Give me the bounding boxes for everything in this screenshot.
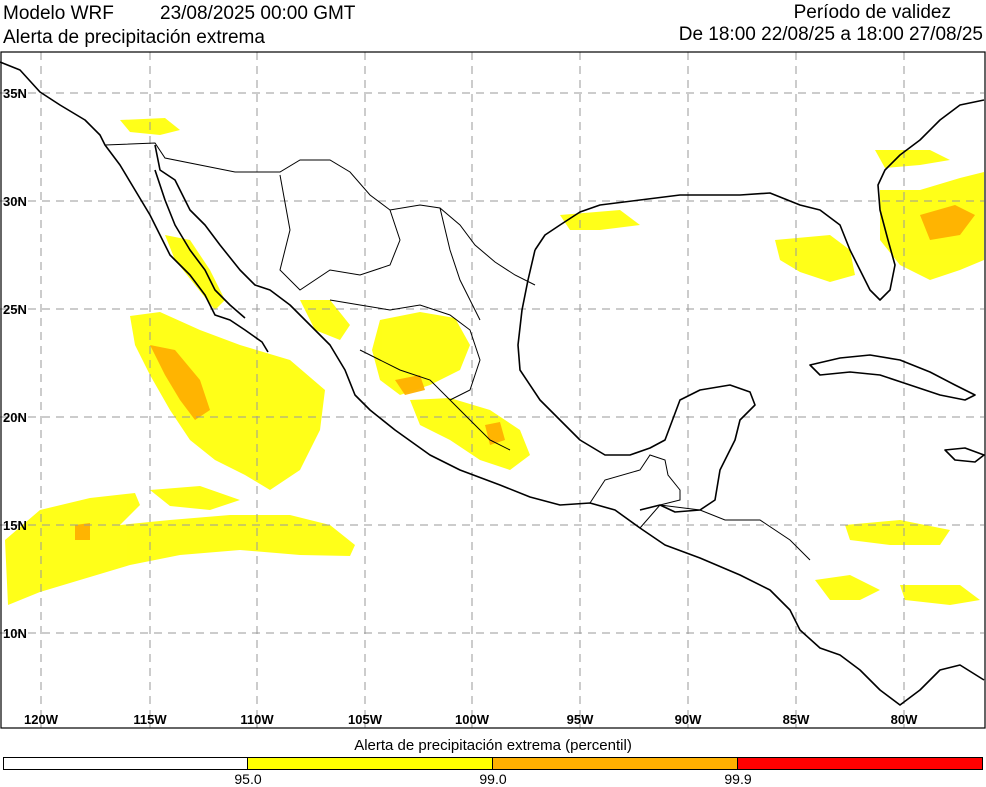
alert-area-gulf-west xyxy=(560,210,640,230)
alert-area-baja xyxy=(165,235,225,310)
alert-area-pacific-north xyxy=(130,312,325,490)
alert-areas xyxy=(5,118,984,605)
lat-label: 20N xyxy=(3,410,27,425)
alert-area-georgia xyxy=(875,150,950,168)
borders xyxy=(104,142,811,561)
coast-gulf-of-california xyxy=(154,144,985,706)
alert-area-pacific-south-core xyxy=(75,523,90,540)
alert-area-sinaloa xyxy=(300,300,350,340)
border-us-mexico xyxy=(104,142,536,286)
lon-label: 85W xyxy=(783,712,810,727)
coast-cuba xyxy=(809,354,976,401)
lat-label: 30N xyxy=(3,194,27,209)
legend-swatch-above-999 xyxy=(737,757,983,770)
lon-label: 105W xyxy=(348,712,383,727)
coast-us-gulf xyxy=(534,99,985,301)
coast-pacific-west xyxy=(0,61,269,353)
alert-area-pacific-north-core xyxy=(150,345,210,420)
graticule xyxy=(0,52,984,728)
lon-label: 95W xyxy=(567,712,594,727)
run-time: 23/08/2025 00:00 GMT xyxy=(160,3,356,24)
longitude-labels: 120W 115W 110W 105W 100W 95W 90W 85W 80W xyxy=(24,712,918,727)
alert-area-gulf-north xyxy=(775,235,855,282)
coast-baja-east xyxy=(154,169,246,319)
lon-label: 80W xyxy=(891,712,918,727)
latitude-labels: 35N 30N 25N 20N 15N 10N xyxy=(3,86,27,641)
alert-area-jalisco-core xyxy=(395,375,425,395)
lat-label: 15N xyxy=(3,518,27,533)
border-mexico-states-4 xyxy=(439,207,481,321)
map-frame xyxy=(0,51,986,729)
alert-area-sw-caribbean xyxy=(900,585,980,605)
alert-area-south-mexico xyxy=(410,398,530,470)
border-mexico-states-1 xyxy=(279,174,401,291)
legend-swatch-below-95 xyxy=(3,757,248,770)
product-title: Alerta de precipitación extrema xyxy=(3,27,265,48)
alert-area-pacific-south xyxy=(5,493,355,605)
lat-label: 25N xyxy=(3,302,27,317)
border-guatemala xyxy=(589,454,681,506)
legend-tick-label: 99.9 xyxy=(724,771,752,787)
legend-swatch-95-99 xyxy=(247,757,493,770)
alert-area-florida-core xyxy=(920,205,975,240)
legend-swatch-99-999 xyxy=(492,757,738,770)
border-mexico-states-2 xyxy=(329,299,481,401)
coast-hispaniola xyxy=(944,447,985,463)
validity-range: De 18:00 22/08/25 a 18:00 27/08/25 xyxy=(678,24,983,45)
lon-label: 120W xyxy=(24,712,59,727)
coast-gulf-mexico-west xyxy=(517,249,756,513)
alert-area-caribbean xyxy=(845,520,950,545)
model-name: Modelo WRF xyxy=(3,3,114,24)
lon-label: 115W xyxy=(133,712,167,727)
coastlines xyxy=(0,61,985,706)
border-mexico-states-3 xyxy=(359,349,511,451)
border-central-america xyxy=(639,504,811,561)
validity-title: Período de validez xyxy=(793,2,951,23)
alert-area-central-mexico xyxy=(372,312,470,395)
lon-label: 100W xyxy=(455,712,490,727)
alert-area-puebla-core xyxy=(485,422,505,445)
legend-tick-label: 95.0 xyxy=(234,771,262,787)
legend-tick-label: 99.0 xyxy=(479,771,507,787)
lon-label: 110W xyxy=(240,712,274,727)
alert-area-pacific-mid xyxy=(150,486,240,510)
alert-area-central-america xyxy=(815,575,880,600)
lon-label: 90W xyxy=(675,712,702,727)
lat-label: 35N xyxy=(3,86,27,101)
lat-label: 10N xyxy=(3,626,27,641)
legend-title: Alerta de precipitación extrema (percent… xyxy=(354,737,632,754)
